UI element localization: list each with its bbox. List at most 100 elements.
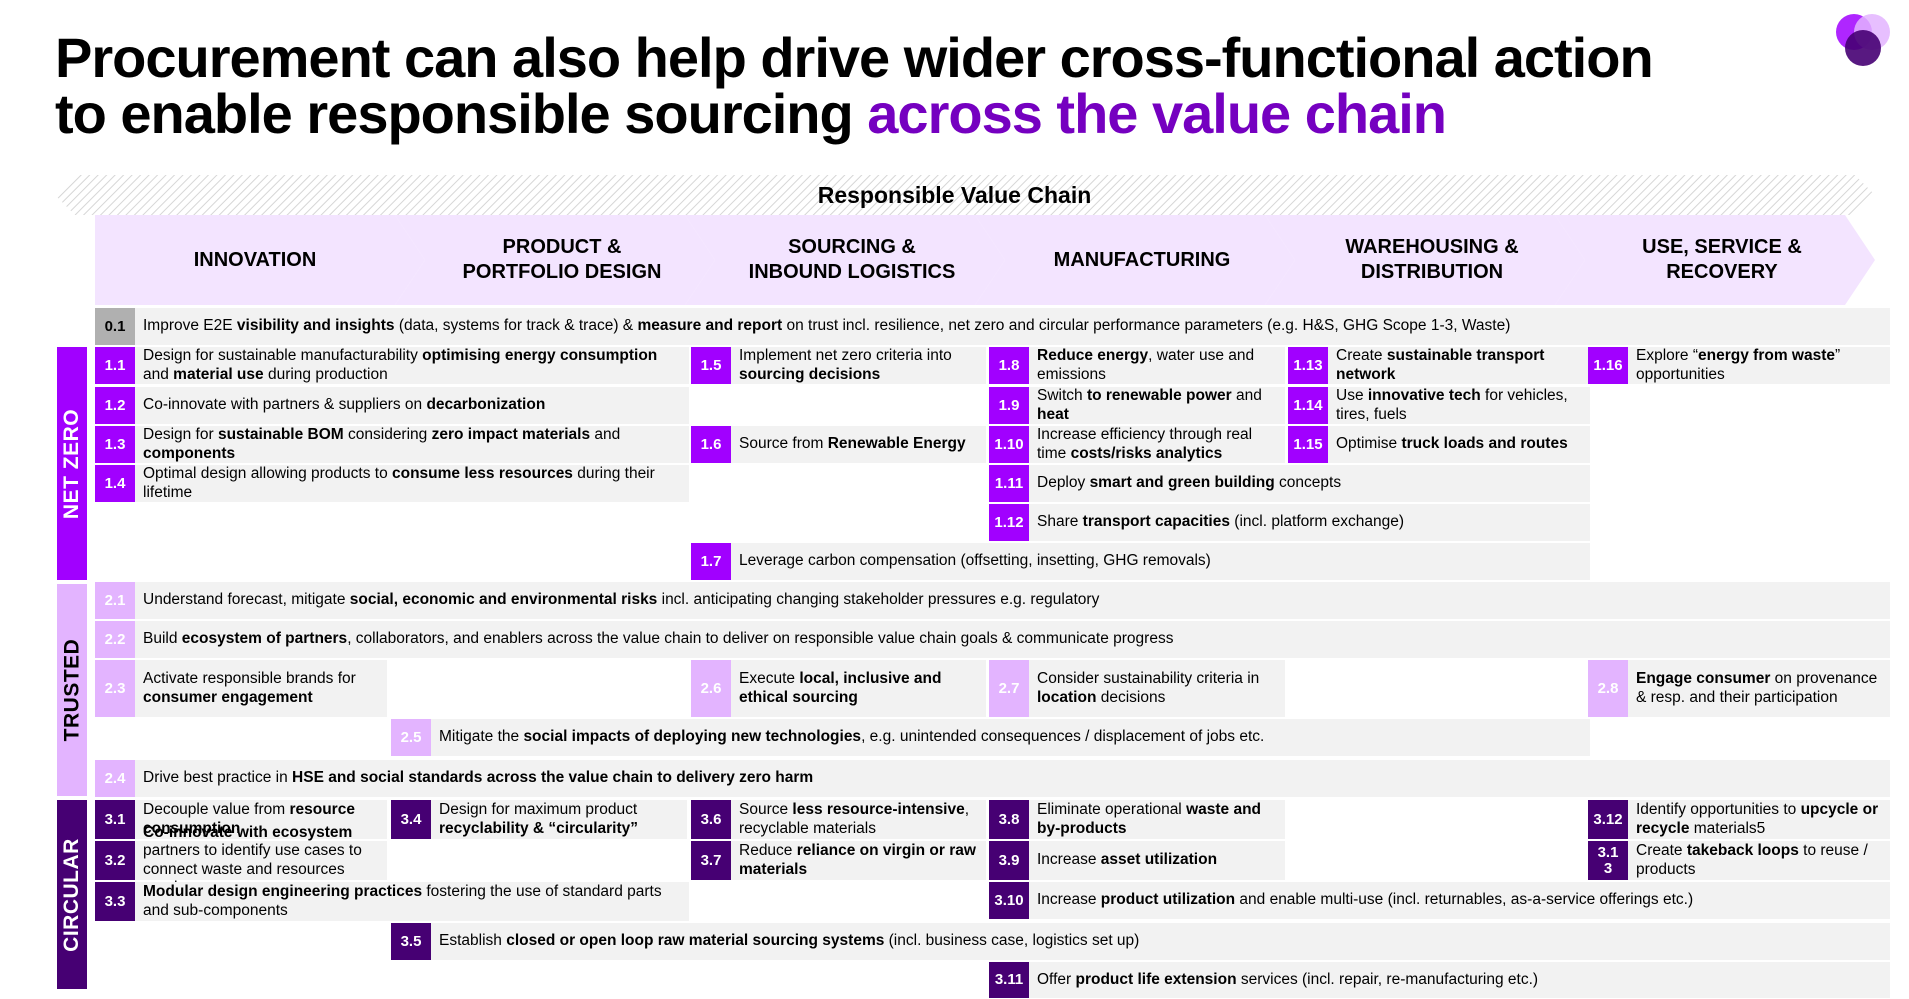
- action-text: Optimal design allowing products to cons…: [143, 465, 655, 501]
- action-1-16: 1.16 Explore “energy from waste” opportun…: [1588, 347, 1890, 384]
- action-text: Activate responsible brands for consumer…: [143, 670, 356, 706]
- action-number: 1.12: [989, 504, 1029, 541]
- stage-warehousing-distribution: WAREHOUSING & DISTRIBUTION: [1265, 215, 1585, 305]
- action-text: Co-innovate with ecosystem partners to i…: [143, 823, 362, 897]
- action-1-5: 1.5 Implement net zero criteria into sour…: [691, 347, 986, 384]
- stage-label: USE, SERVICE & RECOVERY: [1642, 236, 1802, 283]
- action-text: Deploy smart and green building concepts: [1037, 474, 1342, 492]
- action-number: 3.11: [989, 962, 1029, 998]
- logo-circles-icon: [1836, 14, 1890, 66]
- stage-label: MANUFACTURING: [1053, 248, 1231, 271]
- action-text: Use innovative tech for vehicles, tires,…: [1336, 387, 1568, 423]
- action-1-11: 1.11 Deploy smart and green building conc…: [989, 465, 1590, 502]
- action-1-7: 1.7 Leverage carbon compensation (offsett…: [691, 543, 1590, 580]
- stage-use-service-recovery: USE, SERVICE & RECOVERY: [1555, 215, 1875, 305]
- action-number: 3.1 3: [1588, 841, 1628, 880]
- action-number: 3.10: [989, 882, 1029, 919]
- action-3-9: 3.9 Increase asset utilization: [989, 841, 1285, 880]
- action-text: Establish closed or open loop raw materi…: [439, 932, 1140, 950]
- action-1-14: 1.14 Use innovative tech for vehicles, ti…: [1288, 387, 1590, 424]
- action-1-12: 1.12 Share transport capacities (incl. pl…: [989, 504, 1590, 541]
- action-number: 3.8: [989, 800, 1029, 839]
- action-number: 1.2: [95, 387, 135, 424]
- action-2-8: 2.8 Engage consumer on provenance & resp.…: [1588, 660, 1890, 717]
- stage-label: PRODUCT & PORTFOLIO DESIGN: [462, 236, 662, 283]
- action-number: 1.10: [989, 426, 1029, 463]
- action-number: 1.16: [1588, 347, 1628, 384]
- action-text: Build ecosystem of partners, collaborato…: [143, 630, 1174, 648]
- category-label: TRUSTED: [60, 638, 84, 742]
- action-text: Identify opportunities to upcycle or rec…: [1636, 801, 1879, 837]
- action-2-4: 2.4 Drive best practice in HSE and social…: [95, 760, 1890, 797]
- action-text: Execute local, inclusive and ethical sou…: [739, 670, 942, 706]
- action-2-3: 2.3 Activate responsible brands for consu…: [95, 660, 387, 717]
- action-text: Increase efficiency through real time co…: [1037, 426, 1253, 462]
- action-1-2: 1.2 Co-innovate with partners & suppliers…: [95, 387, 689, 424]
- stage-label: WAREHOUSING & DISTRIBUTION: [1345, 236, 1519, 283]
- action-text: Switch to renewable power and heat: [1037, 387, 1262, 423]
- action-number: 3.4: [391, 800, 431, 839]
- category-trusted: TRUSTED: [57, 584, 87, 796]
- action-text: Optimise truck loads and routes: [1336, 435, 1568, 453]
- action-1-13: 1.13 Create sustainable transport network: [1288, 347, 1590, 384]
- action-2-7: 2.7 Consider sustainability criteria in l…: [989, 660, 1285, 717]
- action-text: Improve E2E visibility and insights (dat…: [143, 317, 1511, 335]
- action-3-6: 3.6 Source less resource-intensive, recyc…: [691, 800, 986, 839]
- action-text: Design for sustainable BOM considering z…: [143, 426, 621, 462]
- action-number: 2.8: [1588, 660, 1628, 717]
- action-text: Explore “energy from waste” opportunitie…: [1636, 347, 1841, 383]
- action-2-6: 2.6 Execute local, inclusive and ethical …: [691, 660, 986, 717]
- action-number: 1.4: [95, 465, 135, 502]
- action-2-1: 2.1 Understand forecast, mitigate social,…: [95, 582, 1890, 619]
- action-number: 2.1: [95, 582, 135, 619]
- category-label: NET ZERO: [60, 408, 84, 519]
- action-text: Source less resource-intensive, recyclab…: [739, 801, 970, 837]
- action-1-3: 1.3 Design for sustainable BOM considerin…: [95, 426, 689, 463]
- action-text: Engage consumer on provenance & resp. an…: [1636, 670, 1878, 706]
- action-3-4: 3.4 Design for maximum product recyclabil…: [391, 800, 687, 839]
- stage-label: INNOVATION: [193, 248, 317, 271]
- action-3-11: 3.11 Offer product life extension service…: [989, 962, 1890, 998]
- action-number: 1.15: [1288, 426, 1328, 463]
- action-3-1: 3.1 Decouple value from resource consumpt…: [95, 800, 387, 839]
- action-number: 2.2: [95, 621, 135, 658]
- action-number: 2.5: [391, 719, 431, 756]
- action-text: Eliminate operational waste and by-produ…: [1037, 801, 1262, 837]
- action-1-4: 1.4 Optimal design allowing products to c…: [95, 465, 689, 502]
- action-3-10: 3.10 Increase product utilization and ena…: [989, 882, 1890, 919]
- action-text: Reduce reliance on virgin or raw materia…: [739, 842, 976, 878]
- action-number: 3.1: [95, 800, 135, 839]
- action-number: 2.7: [989, 660, 1029, 717]
- stage-label: SOURCING & INBOUND LOGISTICS: [748, 236, 956, 283]
- action-0-1: 0.1 Improve E2E visibility and insights (…: [95, 308, 1890, 345]
- action-number: 1.11: [989, 465, 1029, 502]
- action-text: Modular design engineering practices fos…: [143, 883, 662, 919]
- action-1-8: 1.8 Reduce energy, water use and emission…: [989, 347, 1285, 384]
- title-line-2-plain: to enable responsible sourcing: [55, 82, 868, 145]
- action-number: 0.1: [95, 308, 135, 345]
- action-number: 3.2: [95, 841, 135, 880]
- action-number: 3.9: [989, 841, 1029, 880]
- action-text: Offer product life extension services (i…: [1037, 970, 1539, 988]
- action-3-8: 3.8 Eliminate operational waste and by-pr…: [989, 800, 1285, 839]
- action-text: Leverage carbon compensation (offsetting…: [739, 552, 1211, 570]
- action-text: Create sustainable transport network: [1336, 347, 1545, 383]
- category-circular: CIRCULAR: [57, 800, 87, 989]
- action-text: Drive best practice in HSE and social st…: [143, 769, 814, 787]
- stage-product-portfolio-design: PRODUCT & PORTFOLIO DESIGN: [395, 215, 715, 305]
- action-number: 1.14: [1288, 387, 1328, 424]
- action-text: Increase product utilization and enable …: [1037, 891, 1694, 909]
- action-text: Consider sustainability criteria in loca…: [1037, 670, 1260, 706]
- action-1-10: 1.10 Increase efficiency through real tim…: [989, 426, 1285, 463]
- value-chain-title: Responsible Value Chain: [817, 182, 1092, 208]
- action-number: 1.6: [691, 426, 731, 463]
- action-text: Design for sustainable manufacturability…: [143, 347, 658, 383]
- action-2-2: 2.2 Build ecosystem of partners, collabor…: [95, 621, 1890, 658]
- action-2-5: 2.5 Mitigate the social impacts of deploy…: [391, 719, 1590, 756]
- action-3-5: 3.5 Establish closed or open loop raw mat…: [391, 923, 1890, 960]
- action-1-1: 1.1 Design for sustainable manufacturabil…: [95, 347, 689, 384]
- title-line-2-accent: across the value chain: [867, 82, 1447, 145]
- action-number: 3.3: [95, 882, 135, 921]
- stage-sourcing-inbound-logistics: SOURCING & INBOUND LOGISTICS: [685, 215, 1005, 305]
- action-1-6: 1.6 Source from Renewable Energy: [691, 426, 986, 463]
